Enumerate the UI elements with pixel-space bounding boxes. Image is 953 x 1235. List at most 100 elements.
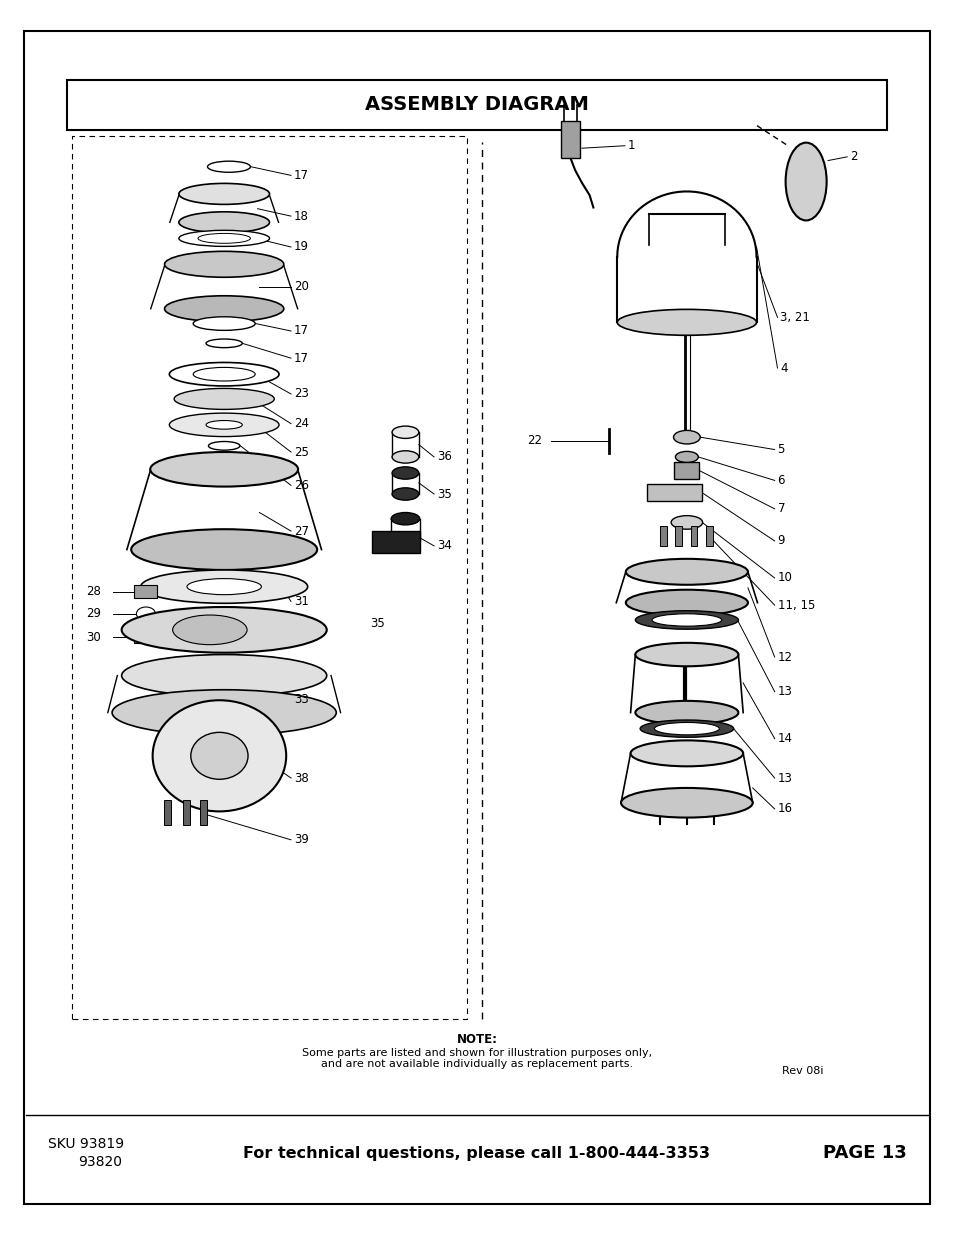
Ellipse shape bbox=[625, 558, 747, 584]
Bar bbox=[659, 526, 666, 546]
Ellipse shape bbox=[207, 162, 250, 172]
Text: 38: 38 bbox=[294, 772, 308, 784]
Text: 5: 5 bbox=[777, 443, 784, 456]
Text: 29: 29 bbox=[86, 608, 101, 620]
Ellipse shape bbox=[639, 720, 733, 737]
Text: 1: 1 bbox=[627, 140, 635, 152]
Text: 23: 23 bbox=[294, 388, 309, 400]
Ellipse shape bbox=[651, 614, 720, 626]
Ellipse shape bbox=[121, 608, 326, 652]
Text: For technical questions, please call 1-800-444-3353: For technical questions, please call 1-8… bbox=[243, 1146, 710, 1161]
Bar bbox=[705, 526, 712, 546]
Text: 16: 16 bbox=[777, 803, 792, 815]
Ellipse shape bbox=[392, 451, 418, 463]
Ellipse shape bbox=[392, 488, 418, 500]
Ellipse shape bbox=[152, 700, 286, 811]
Text: 17: 17 bbox=[294, 352, 309, 364]
Text: 25: 25 bbox=[294, 446, 309, 458]
Text: 35: 35 bbox=[370, 618, 384, 630]
Ellipse shape bbox=[164, 296, 283, 322]
Ellipse shape bbox=[141, 571, 307, 604]
Bar bbox=[200, 800, 207, 825]
Bar bbox=[164, 800, 171, 825]
Text: PAGE 13: PAGE 13 bbox=[821, 1145, 905, 1162]
Text: 31: 31 bbox=[294, 595, 309, 608]
Text: 14: 14 bbox=[777, 732, 792, 745]
Ellipse shape bbox=[206, 340, 242, 348]
Bar bbox=[690, 526, 697, 546]
Text: 7: 7 bbox=[777, 503, 784, 515]
Text: 34: 34 bbox=[436, 540, 452, 552]
Text: Rev 08i: Rev 08i bbox=[781, 1066, 823, 1076]
Bar bbox=[372, 531, 419, 553]
Text: 13: 13 bbox=[777, 772, 792, 784]
Ellipse shape bbox=[620, 788, 752, 818]
Ellipse shape bbox=[172, 615, 247, 645]
Bar bbox=[133, 585, 157, 598]
Text: 27: 27 bbox=[294, 525, 309, 537]
Text: 13: 13 bbox=[777, 685, 792, 698]
Bar bbox=[674, 462, 699, 479]
Text: Some parts are listed and shown for illustration purposes only,
and are not avai: Some parts are listed and shown for illu… bbox=[301, 1047, 652, 1070]
Ellipse shape bbox=[654, 722, 719, 735]
Ellipse shape bbox=[164, 252, 283, 278]
Text: 24: 24 bbox=[294, 417, 309, 430]
Text: 19: 19 bbox=[294, 241, 309, 253]
Bar bbox=[133, 631, 157, 643]
Ellipse shape bbox=[178, 230, 270, 247]
Text: 12: 12 bbox=[777, 651, 792, 663]
Bar bbox=[67, 80, 886, 130]
Ellipse shape bbox=[673, 430, 700, 445]
Ellipse shape bbox=[178, 184, 270, 204]
Ellipse shape bbox=[178, 212, 270, 232]
Ellipse shape bbox=[191, 732, 248, 779]
Ellipse shape bbox=[630, 740, 742, 766]
Text: 36: 36 bbox=[436, 451, 452, 463]
Bar bbox=[646, 484, 701, 501]
Text: 17: 17 bbox=[294, 325, 309, 337]
Ellipse shape bbox=[170, 363, 278, 385]
Ellipse shape bbox=[670, 516, 701, 530]
Text: 2: 2 bbox=[849, 151, 857, 163]
Ellipse shape bbox=[208, 441, 240, 451]
Ellipse shape bbox=[785, 143, 825, 221]
Ellipse shape bbox=[193, 317, 254, 331]
Ellipse shape bbox=[193, 368, 254, 382]
Bar bbox=[560, 121, 579, 158]
Ellipse shape bbox=[635, 643, 738, 667]
Text: 18: 18 bbox=[294, 210, 309, 222]
Text: SKU 93819: SKU 93819 bbox=[48, 1136, 124, 1151]
Ellipse shape bbox=[392, 426, 418, 438]
Ellipse shape bbox=[635, 701, 738, 724]
Ellipse shape bbox=[170, 412, 278, 436]
Text: 93820: 93820 bbox=[78, 1155, 122, 1170]
Ellipse shape bbox=[392, 467, 418, 479]
Text: 11, 15: 11, 15 bbox=[777, 599, 814, 611]
Bar bbox=[183, 800, 190, 825]
Text: 39: 39 bbox=[294, 834, 309, 846]
Ellipse shape bbox=[112, 689, 335, 736]
Text: 33: 33 bbox=[294, 693, 308, 705]
Text: 3, 21: 3, 21 bbox=[780, 311, 809, 324]
Text: 9: 9 bbox=[777, 535, 784, 547]
Bar bbox=[675, 526, 681, 546]
Ellipse shape bbox=[121, 655, 326, 697]
Ellipse shape bbox=[625, 590, 747, 615]
Ellipse shape bbox=[198, 233, 250, 243]
Text: 10: 10 bbox=[777, 572, 792, 584]
Ellipse shape bbox=[136, 606, 155, 620]
Text: ASSEMBLY DIAGRAM: ASSEMBLY DIAGRAM bbox=[365, 95, 588, 115]
Ellipse shape bbox=[391, 513, 419, 525]
Text: 17: 17 bbox=[294, 169, 309, 182]
Ellipse shape bbox=[675, 451, 698, 463]
Text: 28: 28 bbox=[86, 585, 101, 598]
Text: 35: 35 bbox=[436, 488, 451, 500]
Text: 30: 30 bbox=[86, 631, 100, 643]
Ellipse shape bbox=[635, 611, 738, 630]
Text: NOTE:: NOTE: bbox=[456, 1034, 497, 1046]
Text: 6: 6 bbox=[777, 474, 784, 487]
Ellipse shape bbox=[131, 529, 316, 571]
Ellipse shape bbox=[206, 420, 242, 429]
Text: 32: 32 bbox=[294, 634, 309, 646]
Ellipse shape bbox=[173, 388, 274, 410]
